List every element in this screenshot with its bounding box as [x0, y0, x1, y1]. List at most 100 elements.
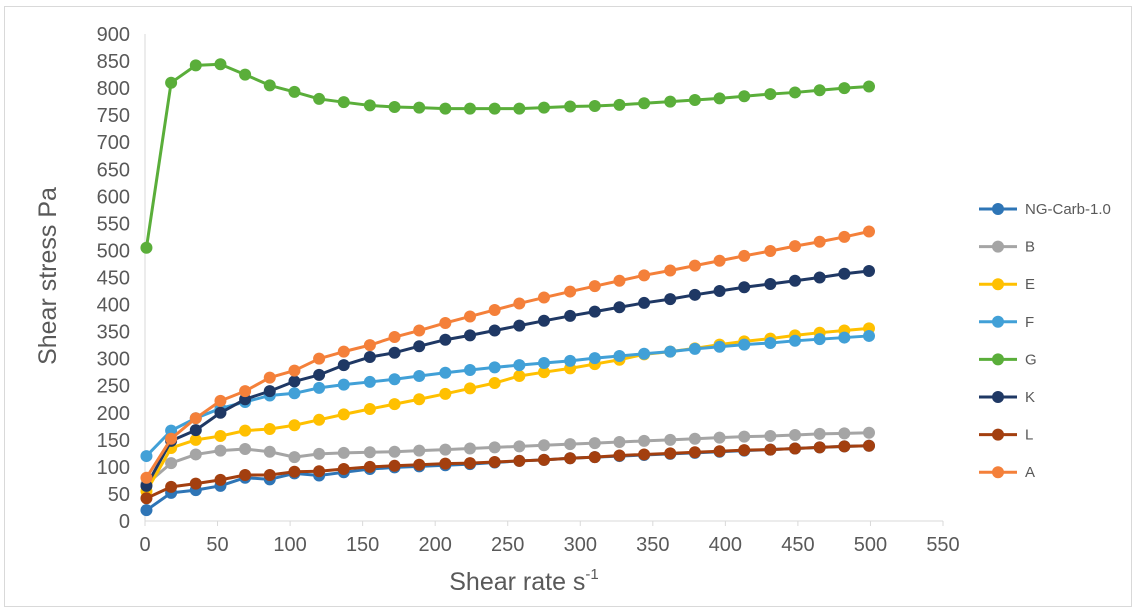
data-point — [588, 305, 601, 318]
data-point — [413, 369, 426, 382]
series-l — [140, 439, 876, 505]
data-point — [813, 333, 826, 346]
data-point — [464, 102, 477, 115]
data-point — [189, 477, 202, 490]
data-point — [863, 265, 876, 278]
data-point — [738, 338, 751, 351]
plot-area — [140, 58, 876, 517]
data-point — [513, 297, 526, 310]
y-tick-label: 50 — [108, 484, 130, 506]
data-point — [813, 427, 826, 440]
legend-swatch-marker — [992, 203, 1004, 215]
data-point — [513, 102, 526, 115]
series-g — [140, 58, 876, 254]
data-point — [288, 451, 301, 464]
data-point — [513, 359, 526, 372]
data-point — [488, 377, 501, 390]
data-point — [738, 90, 751, 103]
data-point — [564, 309, 577, 322]
data-point — [388, 459, 401, 472]
data-point — [214, 406, 227, 419]
data-point — [838, 267, 851, 280]
legend: NG-Carb-1.0 B E F G K L A — [979, 201, 1111, 481]
legend-swatch-marker — [992, 240, 1004, 253]
series-b — [140, 426, 876, 491]
legend-item: K — [979, 389, 1035, 406]
data-point — [713, 431, 726, 444]
data-point — [838, 331, 851, 344]
data-point — [439, 316, 452, 329]
data-point — [288, 465, 301, 478]
data-point — [688, 432, 701, 445]
y-tick-label: 500 — [97, 240, 130, 262]
data-point — [189, 448, 202, 461]
data-point — [388, 346, 401, 359]
data-point — [588, 451, 601, 464]
data-point — [363, 99, 376, 112]
data-point — [564, 354, 577, 367]
data-point — [613, 98, 626, 111]
data-point — [214, 58, 227, 71]
data-point — [313, 381, 326, 394]
data-point — [564, 438, 577, 451]
x-tick-label: 50 — [206, 534, 228, 556]
data-point — [538, 291, 550, 304]
data-point — [464, 329, 477, 342]
legend-swatch-marker — [992, 278, 1004, 291]
data-point — [588, 99, 601, 112]
data-point — [488, 324, 501, 337]
legend-item: L — [979, 427, 1033, 444]
x-axis-label-exponent: -1 — [585, 566, 598, 583]
data-point — [688, 288, 701, 301]
y-tick-label: 600 — [97, 186, 130, 208]
data-point — [413, 393, 426, 406]
data-point — [664, 95, 677, 108]
x-tick-label: 100 — [273, 534, 306, 556]
y-tick-label: 100 — [97, 457, 130, 479]
legend-label: NG-Carb-1.0 — [1025, 201, 1111, 218]
series-k — [140, 265, 876, 492]
data-point — [464, 382, 477, 395]
legend-label: L — [1025, 427, 1033, 444]
data-point — [789, 274, 802, 287]
series-line — [145, 230, 870, 479]
data-point — [263, 469, 276, 482]
data-point — [513, 454, 526, 467]
y-tick-label: 150 — [97, 430, 130, 452]
data-point — [564, 285, 577, 298]
data-point — [413, 444, 426, 457]
data-point — [288, 85, 301, 98]
data-point — [538, 101, 550, 114]
data-point — [688, 446, 701, 459]
legend-swatch-marker — [992, 391, 1004, 403]
legend-label: K — [1025, 389, 1035, 406]
y-tick-label: 900 — [97, 24, 130, 46]
data-point — [564, 452, 577, 465]
data-point — [337, 463, 350, 476]
data-point — [764, 244, 777, 257]
data-point — [189, 412, 202, 425]
data-point — [413, 101, 426, 114]
data-point — [263, 79, 276, 92]
series-line — [145, 444, 870, 500]
legend-swatch-marker — [992, 353, 1004, 366]
data-point — [588, 280, 601, 293]
data-point — [738, 281, 751, 294]
data-point — [664, 293, 677, 306]
data-point — [239, 469, 252, 482]
data-point — [538, 366, 550, 379]
series-f — [140, 329, 876, 463]
legend-swatch-marker — [992, 428, 1004, 441]
data-point — [813, 84, 826, 97]
data-point — [140, 450, 153, 463]
data-point — [363, 460, 376, 473]
data-point — [513, 319, 526, 332]
data-point — [140, 241, 153, 254]
data-point — [439, 102, 452, 115]
data-point — [214, 394, 227, 407]
data-point — [838, 427, 851, 440]
data-point — [439, 387, 452, 400]
data-point — [239, 385, 252, 398]
data-point — [789, 334, 802, 347]
data-point — [789, 240, 802, 253]
